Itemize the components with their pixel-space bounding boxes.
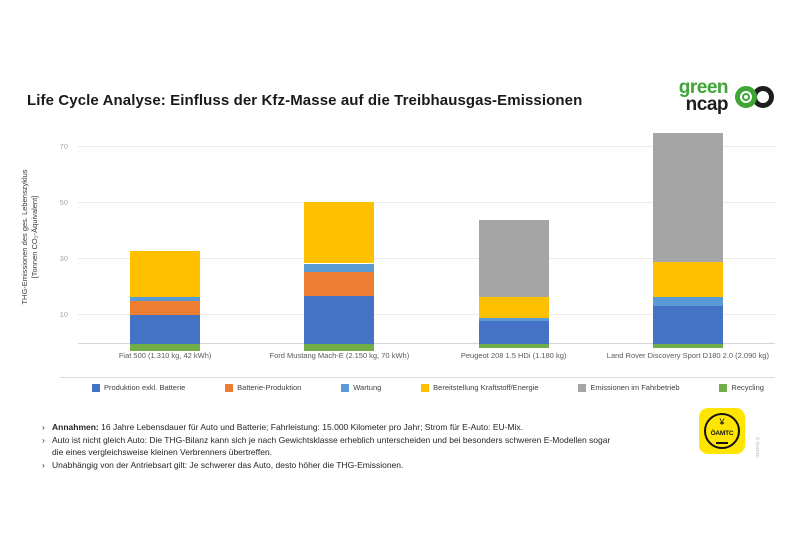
- legend-swatch-icon: [719, 383, 728, 392]
- plot-area: [78, 130, 775, 352]
- page-title: Life Cycle Analyse: Einfluss der Kfz-Mas…: [27, 92, 583, 109]
- bar-slot-2: [252, 130, 426, 352]
- footnotes: › Annahmen: 16 Jahre Lebensdauer für Aut…: [42, 421, 702, 471]
- legend-item-bereitstellung-kraftstoff-energie: Bereitstellung Kraftstoff/Energie: [421, 383, 539, 392]
- note-row-2: › Auto ist nicht gleich Auto: Die THG-Bi…: [42, 434, 702, 459]
- legend-swatch-icon: [578, 383, 587, 392]
- y-tick-label-50: 50: [59, 198, 68, 208]
- legend-label: Batterie-Produktion: [237, 383, 302, 392]
- bar-slot-1: [78, 130, 252, 352]
- bar-segment-bereitstellung-kraftstoff-energie: [304, 201, 375, 264]
- green-ncap-logo: green ncap: [678, 77, 774, 115]
- legend-swatch-icon: [225, 383, 234, 392]
- bar-segment-wartung: [304, 263, 375, 272]
- legend-label: Emissionen im Fahrbetrieb: [590, 383, 680, 392]
- y-tick-label-10: 10: [59, 310, 68, 320]
- note-bullet-icon: ›: [42, 434, 45, 445]
- bar-segment-recycling: [652, 343, 723, 348]
- bar-segment-batterie-produktion: [130, 301, 201, 316]
- legend-item-wartung: Wartung: [341, 383, 381, 392]
- y-axis-tick-labels: 10 30 50 70: [46, 130, 72, 352]
- bar-segment-recycling: [478, 343, 549, 348]
- gridline-10: [78, 314, 775, 316]
- x-axis-line: [78, 342, 775, 344]
- bar-segment-produktion-exkl-batterie: [478, 321, 549, 344]
- oeamtc-name: ÖAMTC: [710, 429, 734, 437]
- category-label-1: Fiat 500 (1.310 kg, 42 kWh): [118, 351, 212, 360]
- legend-item-emissionen-im-fahrbetrieb: Emissionen im Fahrbetrieb: [578, 383, 680, 392]
- bar-segment-emissionen-im-fahrbetrieb: [478, 219, 549, 298]
- bar-segment-batterie-produktion: [304, 271, 375, 296]
- legend-label: Recycling: [731, 383, 764, 392]
- bar-segment-produktion-exkl-batterie: [304, 295, 375, 344]
- category-label-4: Land Rover Discovery Sport D180 2.0 (2.0…: [606, 351, 769, 360]
- bar-slot-4: [601, 130, 775, 352]
- copyright-note: © ÖAMTC: [755, 437, 760, 458]
- green-ncap-wordmark: green ncap: [678, 77, 729, 115]
- bar-segment-produktion-exkl-batterie: [652, 305, 723, 344]
- x-axis-category-labels: Fiat 500 (1.310 kg, 42 kWh) Ford Mustang …: [78, 351, 775, 360]
- bar-segment-bereitstellung-kraftstoff-energie: [478, 297, 549, 319]
- green-ncap-rings-icon: [735, 85, 774, 108]
- note-row-1: › Annahmen: 16 Jahre Lebensdauer für Aut…: [42, 421, 702, 434]
- gridline-50: [78, 202, 775, 204]
- oeamtc-emblem-icon: ¥ ÖAMTC: [704, 413, 740, 449]
- note-row-3: › Unabhängig von der Antriebsart gilt: J…: [42, 459, 702, 472]
- category-label-3: Peugeot 208 1.5 HDi (1.180 kg): [460, 351, 567, 360]
- legend-swatch-icon: [92, 383, 100, 392]
- bar-slots: [78, 130, 775, 352]
- legend-item-recycling: Recycling: [719, 383, 764, 392]
- legend-item-batterie-produktion: Batterie-Produktion: [225, 383, 301, 392]
- green-ring-icon: [735, 85, 757, 108]
- y-axis-title: THG-Emissionen des ges. Lebenszyklus [To…: [10, 130, 50, 344]
- gridline-30: [78, 258, 775, 260]
- gridline-70: [78, 145, 775, 147]
- legend-separator-line: [60, 377, 775, 378]
- legend-item-produktion-exkl-batterie: Produktion exkl. Batterie: [92, 383, 185, 392]
- bar-segment-recycling: [304, 343, 375, 351]
- bar-segment-produktion-exkl-batterie: [130, 315, 201, 344]
- bar-segment-emissionen-im-fahrbetrieb: [652, 132, 723, 263]
- bar-segment-wartung: [652, 297, 723, 306]
- bar-slot-3: [427, 130, 601, 352]
- y-tick-label-30: 30: [59, 254, 68, 264]
- legend-label: Wartung: [353, 383, 382, 392]
- note-bullet-icon: ›: [42, 459, 45, 470]
- oeamtc-logo: ¥ ÖAMTC: [699, 408, 745, 454]
- bar-segment-bereitstellung-kraftstoff-energie: [652, 262, 723, 298]
- note-bullet-icon: ›: [42, 422, 45, 432]
- legend-label: Bereitstellung Kraftstoff/Energie: [433, 383, 539, 392]
- note-text-1: Annahmen: 16 Jahre Lebensdauer für Auto …: [52, 422, 524, 432]
- oeamtc-eagle-icon: ¥: [719, 417, 725, 427]
- y-axis-title-line1: THG-Emissionen des ges. Lebenszyklus: [19, 169, 29, 305]
- legend-swatch-icon: [341, 383, 350, 392]
- legend-swatch-icon: [421, 383, 430, 392]
- bar-segment-recycling: [130, 343, 201, 351]
- y-tick-label-70: 70: [59, 141, 68, 151]
- green-ncap-word-ncap: ncap: [685, 93, 729, 115]
- green-ncap-word-green: green: [678, 77, 729, 98]
- category-label-2: Ford Mustang Mach-E (2.150 kg, 70 kWh): [269, 351, 410, 360]
- bar-segment-wartung: [130, 297, 201, 302]
- bar-segment-wartung: [478, 318, 549, 322]
- oeamtc-base-mark: [716, 442, 728, 444]
- bar-segment-bereitstellung-kraftstoff-energie: [130, 250, 201, 298]
- note-text-2: Auto ist nicht gleich Auto: Die THG-Bila…: [52, 434, 611, 458]
- note-text-3: Unabhängig von der Antriebsart gilt: Je …: [52, 459, 404, 470]
- legend-label: Produktion exkl. Batterie: [104, 383, 186, 392]
- chart-legend: Produktion exkl. Batterie Batterie-Produk…: [92, 383, 764, 392]
- y-axis-title-line2: [Tonnen CO₂-Äquivalent]: [30, 195, 39, 279]
